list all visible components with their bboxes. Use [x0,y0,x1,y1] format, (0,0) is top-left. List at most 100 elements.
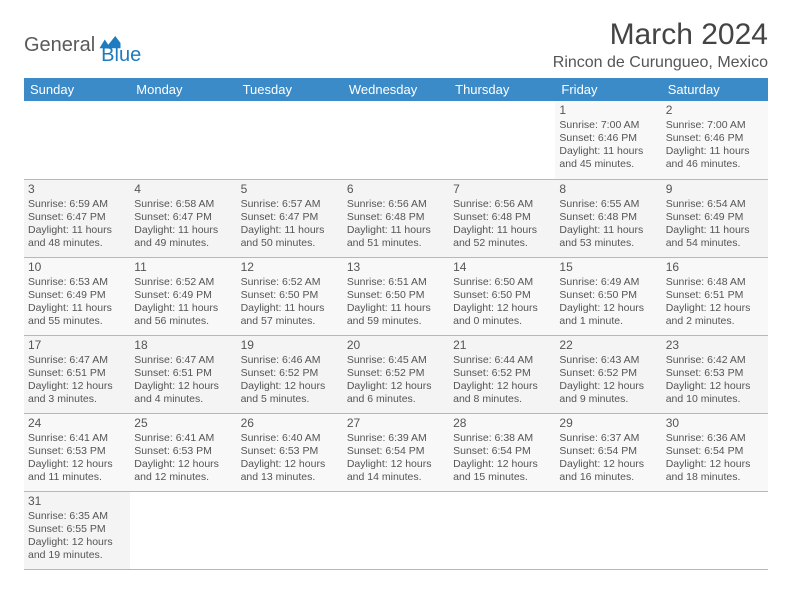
weekday-header: Friday [555,78,661,101]
weekday-header: Sunday [24,78,130,101]
calendar-day-cell: 28Sunrise: 6:38 AMSunset: 6:54 PMDayligh… [449,413,555,491]
sunrise-text: Sunrise: 6:56 AM [453,198,551,211]
day-number: 12 [241,260,339,275]
daylight-text: Daylight: 11 hours and 48 minutes. [28,224,126,250]
sunset-text: Sunset: 6:52 PM [559,367,657,380]
day-number: 11 [134,260,232,275]
daylight-text: Daylight: 12 hours and 15 minutes. [453,458,551,484]
location: Rincon de Curungueo, Mexico [553,54,768,72]
day-number: 13 [347,260,445,275]
calendar-day-cell: 27Sunrise: 6:39 AMSunset: 6:54 PMDayligh… [343,413,449,491]
sunrise-text: Sunrise: 6:56 AM [347,198,445,211]
calendar-day-cell [130,101,236,179]
sunrise-text: Sunrise: 6:47 AM [28,354,126,367]
sunset-text: Sunset: 6:54 PM [559,445,657,458]
calendar-day-cell: 17Sunrise: 6:47 AMSunset: 6:51 PMDayligh… [24,335,130,413]
day-number: 21 [453,338,551,353]
daylight-text: Daylight: 12 hours and 12 minutes. [134,458,232,484]
sunset-text: Sunset: 6:50 PM [453,289,551,302]
calendar-week-row: 3Sunrise: 6:59 AMSunset: 6:47 PMDaylight… [24,179,768,257]
sunset-text: Sunset: 6:53 PM [241,445,339,458]
calendar-day-cell: 2Sunrise: 7:00 AMSunset: 6:46 PMDaylight… [662,101,768,179]
sunrise-text: Sunrise: 6:46 AM [241,354,339,367]
day-number: 9 [666,182,764,197]
sunrise-text: Sunrise: 6:49 AM [559,276,657,289]
sunset-text: Sunset: 6:53 PM [134,445,232,458]
calendar-day-cell: 9Sunrise: 6:54 AMSunset: 6:49 PMDaylight… [662,179,768,257]
daylight-text: Daylight: 12 hours and 14 minutes. [347,458,445,484]
day-number: 1 [559,103,657,118]
daylight-text: Daylight: 12 hours and 4 minutes. [134,380,232,406]
sunrise-text: Sunrise: 6:52 AM [241,276,339,289]
sunset-text: Sunset: 6:51 PM [666,289,764,302]
daylight-text: Daylight: 12 hours and 8 minutes. [453,380,551,406]
daylight-text: Daylight: 11 hours and 59 minutes. [347,302,445,328]
day-number: 25 [134,416,232,431]
calendar-day-cell [237,101,343,179]
day-number: 17 [28,338,126,353]
daylight-text: Daylight: 12 hours and 11 minutes. [28,458,126,484]
calendar-day-cell: 14Sunrise: 6:50 AMSunset: 6:50 PMDayligh… [449,257,555,335]
sunset-text: Sunset: 6:48 PM [453,211,551,224]
day-number: 6 [347,182,445,197]
sunset-text: Sunset: 6:53 PM [666,367,764,380]
daylight-text: Daylight: 12 hours and 1 minute. [559,302,657,328]
sunset-text: Sunset: 6:49 PM [28,289,126,302]
weekday-header: Wednesday [343,78,449,101]
sunset-text: Sunset: 6:49 PM [666,211,764,224]
sunrise-text: Sunrise: 6:35 AM [28,510,126,523]
sunrise-text: Sunrise: 7:00 AM [666,119,764,132]
calendar-day-cell [449,101,555,179]
calendar-day-cell: 16Sunrise: 6:48 AMSunset: 6:51 PMDayligh… [662,257,768,335]
daylight-text: Daylight: 12 hours and 3 minutes. [28,380,126,406]
day-number: 4 [134,182,232,197]
daylight-text: Daylight: 12 hours and 13 minutes. [241,458,339,484]
calendar-week-row: 1Sunrise: 7:00 AMSunset: 6:46 PMDaylight… [24,101,768,179]
sunset-text: Sunset: 6:47 PM [28,211,126,224]
day-number: 5 [241,182,339,197]
sunset-text: Sunset: 6:52 PM [241,367,339,380]
sunset-text: Sunset: 6:50 PM [241,289,339,302]
sunrise-text: Sunrise: 7:00 AM [559,119,657,132]
calendar-day-cell: 31Sunrise: 6:35 AMSunset: 6:55 PMDayligh… [24,491,130,569]
calendar-day-cell: 29Sunrise: 6:37 AMSunset: 6:54 PMDayligh… [555,413,661,491]
daylight-text: Daylight: 11 hours and 53 minutes. [559,224,657,250]
day-number: 22 [559,338,657,353]
calendar-day-cell [237,491,343,569]
sunset-text: Sunset: 6:50 PM [559,289,657,302]
calendar-day-cell: 26Sunrise: 6:40 AMSunset: 6:53 PMDayligh… [237,413,343,491]
sunrise-text: Sunrise: 6:57 AM [241,198,339,211]
sunrise-text: Sunrise: 6:52 AM [134,276,232,289]
calendar-day-cell: 25Sunrise: 6:41 AMSunset: 6:53 PMDayligh… [130,413,236,491]
weekday-header: Monday [130,78,236,101]
day-number: 29 [559,416,657,431]
sunset-text: Sunset: 6:54 PM [347,445,445,458]
day-number: 7 [453,182,551,197]
month-title: March 2024 [553,18,768,52]
calendar-day-cell: 13Sunrise: 6:51 AMSunset: 6:50 PMDayligh… [343,257,449,335]
calendar-day-cell: 20Sunrise: 6:45 AMSunset: 6:52 PMDayligh… [343,335,449,413]
calendar-day-cell: 24Sunrise: 6:41 AMSunset: 6:53 PMDayligh… [24,413,130,491]
sunset-text: Sunset: 6:46 PM [559,132,657,145]
sunset-text: Sunset: 6:47 PM [241,211,339,224]
sunrise-text: Sunrise: 6:39 AM [347,432,445,445]
day-number: 2 [666,103,764,118]
sunrise-text: Sunrise: 6:44 AM [453,354,551,367]
weekday-header-row: SundayMondayTuesdayWednesdayThursdayFrid… [24,78,768,101]
daylight-text: Daylight: 12 hours and 0 minutes. [453,302,551,328]
calendar-day-cell: 4Sunrise: 6:58 AMSunset: 6:47 PMDaylight… [130,179,236,257]
calendar-day-cell [662,491,768,569]
day-number: 3 [28,182,126,197]
daylight-text: Daylight: 11 hours and 49 minutes. [134,224,232,250]
sunset-text: Sunset: 6:48 PM [347,211,445,224]
daylight-text: Daylight: 12 hours and 18 minutes. [666,458,764,484]
calendar-day-cell: 30Sunrise: 6:36 AMSunset: 6:54 PMDayligh… [662,413,768,491]
sunrise-text: Sunrise: 6:51 AM [347,276,445,289]
title-block: March 2024 Rincon de Curungueo, Mexico [553,18,768,72]
day-number: 24 [28,416,126,431]
sunrise-text: Sunrise: 6:41 AM [134,432,232,445]
day-number: 10 [28,260,126,275]
daylight-text: Daylight: 12 hours and 5 minutes. [241,380,339,406]
daylight-text: Daylight: 11 hours and 54 minutes. [666,224,764,250]
daylight-text: Daylight: 12 hours and 2 minutes. [666,302,764,328]
